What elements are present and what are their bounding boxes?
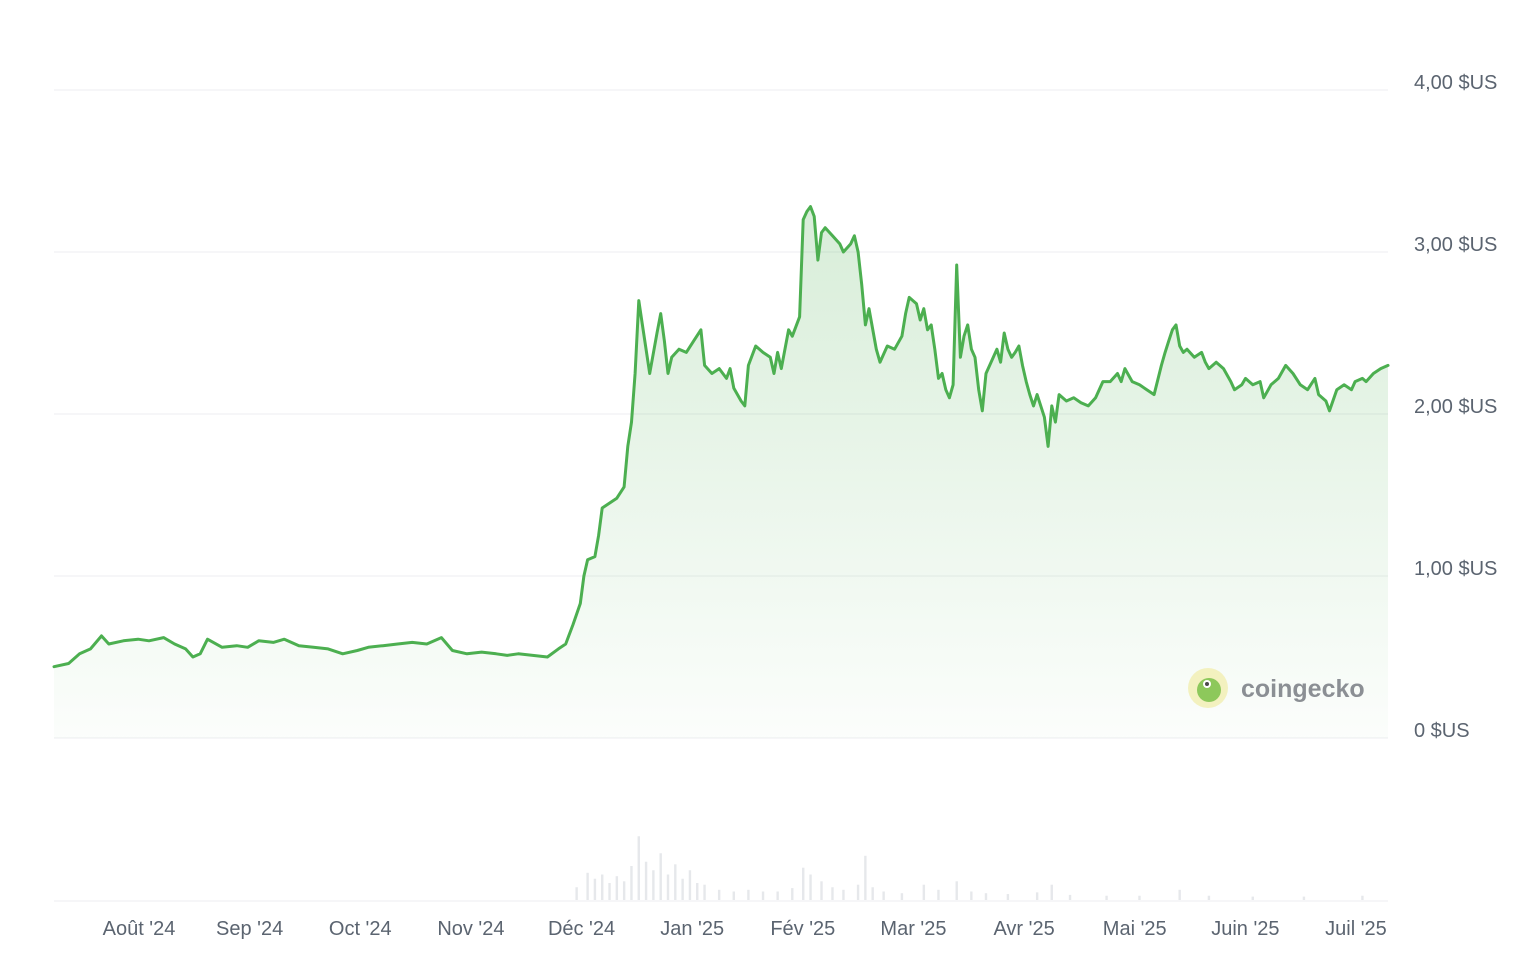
volume-bar bbox=[601, 874, 604, 900]
volume-bar bbox=[575, 887, 578, 900]
y-tick-label: 0 $US bbox=[1414, 720, 1470, 742]
volume-bar bbox=[1138, 895, 1141, 900]
coingecko-watermark: coingecko bbox=[1188, 668, 1365, 708]
volume-bar bbox=[900, 893, 904, 900]
volume-bar bbox=[615, 876, 619, 900]
y-axis-ticks: 4,00 $US 3,00 $US 2,00 $US 1,00 $US 0 $US bbox=[1414, 72, 1497, 742]
volume-bar bbox=[586, 872, 589, 900]
volume-bar bbox=[955, 881, 958, 900]
price-line bbox=[52, 205, 1390, 669]
y-tick-label: 3,00 $US bbox=[1414, 234, 1497, 256]
volume-bar bbox=[622, 881, 626, 900]
y-tick-label: 2,00 $US bbox=[1414, 396, 1497, 418]
x-tick-label: Mar '25 bbox=[880, 918, 946, 940]
volume-bar bbox=[1050, 884, 1053, 900]
volume-bar bbox=[630, 866, 633, 900]
volume-bar bbox=[922, 884, 926, 900]
x-tick-label: Oct '24 bbox=[329, 918, 392, 940]
volume-bar bbox=[1251, 896, 1254, 900]
volume-bar bbox=[1207, 895, 1211, 900]
volume-bar bbox=[688, 870, 692, 900]
price-area-fill bbox=[54, 206, 1388, 739]
volume-bar bbox=[644, 861, 648, 900]
x-axis-ticks: Août '24 Sep '24 Oct '24 Nov '24 Déc '24 Jan … bbox=[103, 918, 1387, 940]
x-tick-label: Fév '25 bbox=[770, 918, 835, 940]
volume-bar bbox=[776, 891, 779, 900]
volume-bar bbox=[1035, 892, 1039, 900]
y-tick-label: 1,00 $US bbox=[1414, 558, 1497, 580]
x-tick-label: Déc '24 bbox=[548, 918, 615, 940]
watermark-text: coingecko bbox=[1241, 675, 1365, 703]
volume-bar bbox=[732, 891, 735, 900]
volume-bar bbox=[1178, 889, 1181, 900]
x-tick-label: Mai '25 bbox=[1103, 918, 1167, 940]
volume-bar bbox=[696, 883, 699, 900]
coingecko-logo-icon bbox=[1188, 668, 1228, 708]
x-tick-label: Nov '24 bbox=[437, 918, 504, 940]
volume-bar bbox=[856, 884, 860, 900]
volume-bar bbox=[1105, 895, 1108, 900]
volume-bar bbox=[681, 878, 684, 900]
volume-bar bbox=[842, 889, 845, 900]
x-tick-label: Juin '25 bbox=[1211, 918, 1279, 940]
volume-bar bbox=[1302, 896, 1306, 900]
volume-bar bbox=[608, 883, 611, 900]
price-area bbox=[54, 206, 1388, 739]
volume-bar bbox=[674, 864, 677, 900]
volume-bar bbox=[652, 870, 655, 900]
volume-bar bbox=[937, 889, 940, 900]
volume-bar bbox=[1068, 894, 1072, 900]
volume-bar bbox=[970, 891, 973, 900]
x-tick-label: Sep '24 bbox=[216, 918, 283, 940]
y-tick-label: 4,00 $US bbox=[1414, 72, 1497, 94]
volume-bar bbox=[666, 874, 670, 900]
volume-bar bbox=[593, 878, 597, 900]
volume-bar bbox=[984, 893, 988, 900]
volume-bar bbox=[864, 855, 867, 900]
volume-bar bbox=[1361, 895, 1364, 900]
volume-bar bbox=[820, 881, 823, 900]
volume-bar bbox=[703, 884, 706, 900]
volume-bar bbox=[637, 836, 640, 900]
x-tick-label: Août '24 bbox=[103, 918, 176, 940]
volume-bar bbox=[809, 874, 812, 900]
volume-bar bbox=[761, 891, 765, 900]
x-tick-label: Jan '25 bbox=[660, 918, 724, 940]
volume-bar bbox=[747, 889, 750, 900]
volume-bar bbox=[1006, 894, 1010, 900]
volume-bar bbox=[831, 887, 834, 900]
volume-bar bbox=[717, 889, 721, 900]
price-line-group bbox=[52, 205, 1390, 669]
volume-bar bbox=[882, 891, 885, 900]
volume-bar bbox=[802, 867, 805, 900]
x-tick-label: Juil '25 bbox=[1325, 918, 1387, 940]
x-tick-label: Avr '25 bbox=[993, 918, 1054, 940]
volume-bar bbox=[659, 853, 662, 900]
volume-bars bbox=[575, 836, 1364, 900]
volume-bar bbox=[791, 888, 794, 900]
volume-bar bbox=[871, 887, 874, 900]
